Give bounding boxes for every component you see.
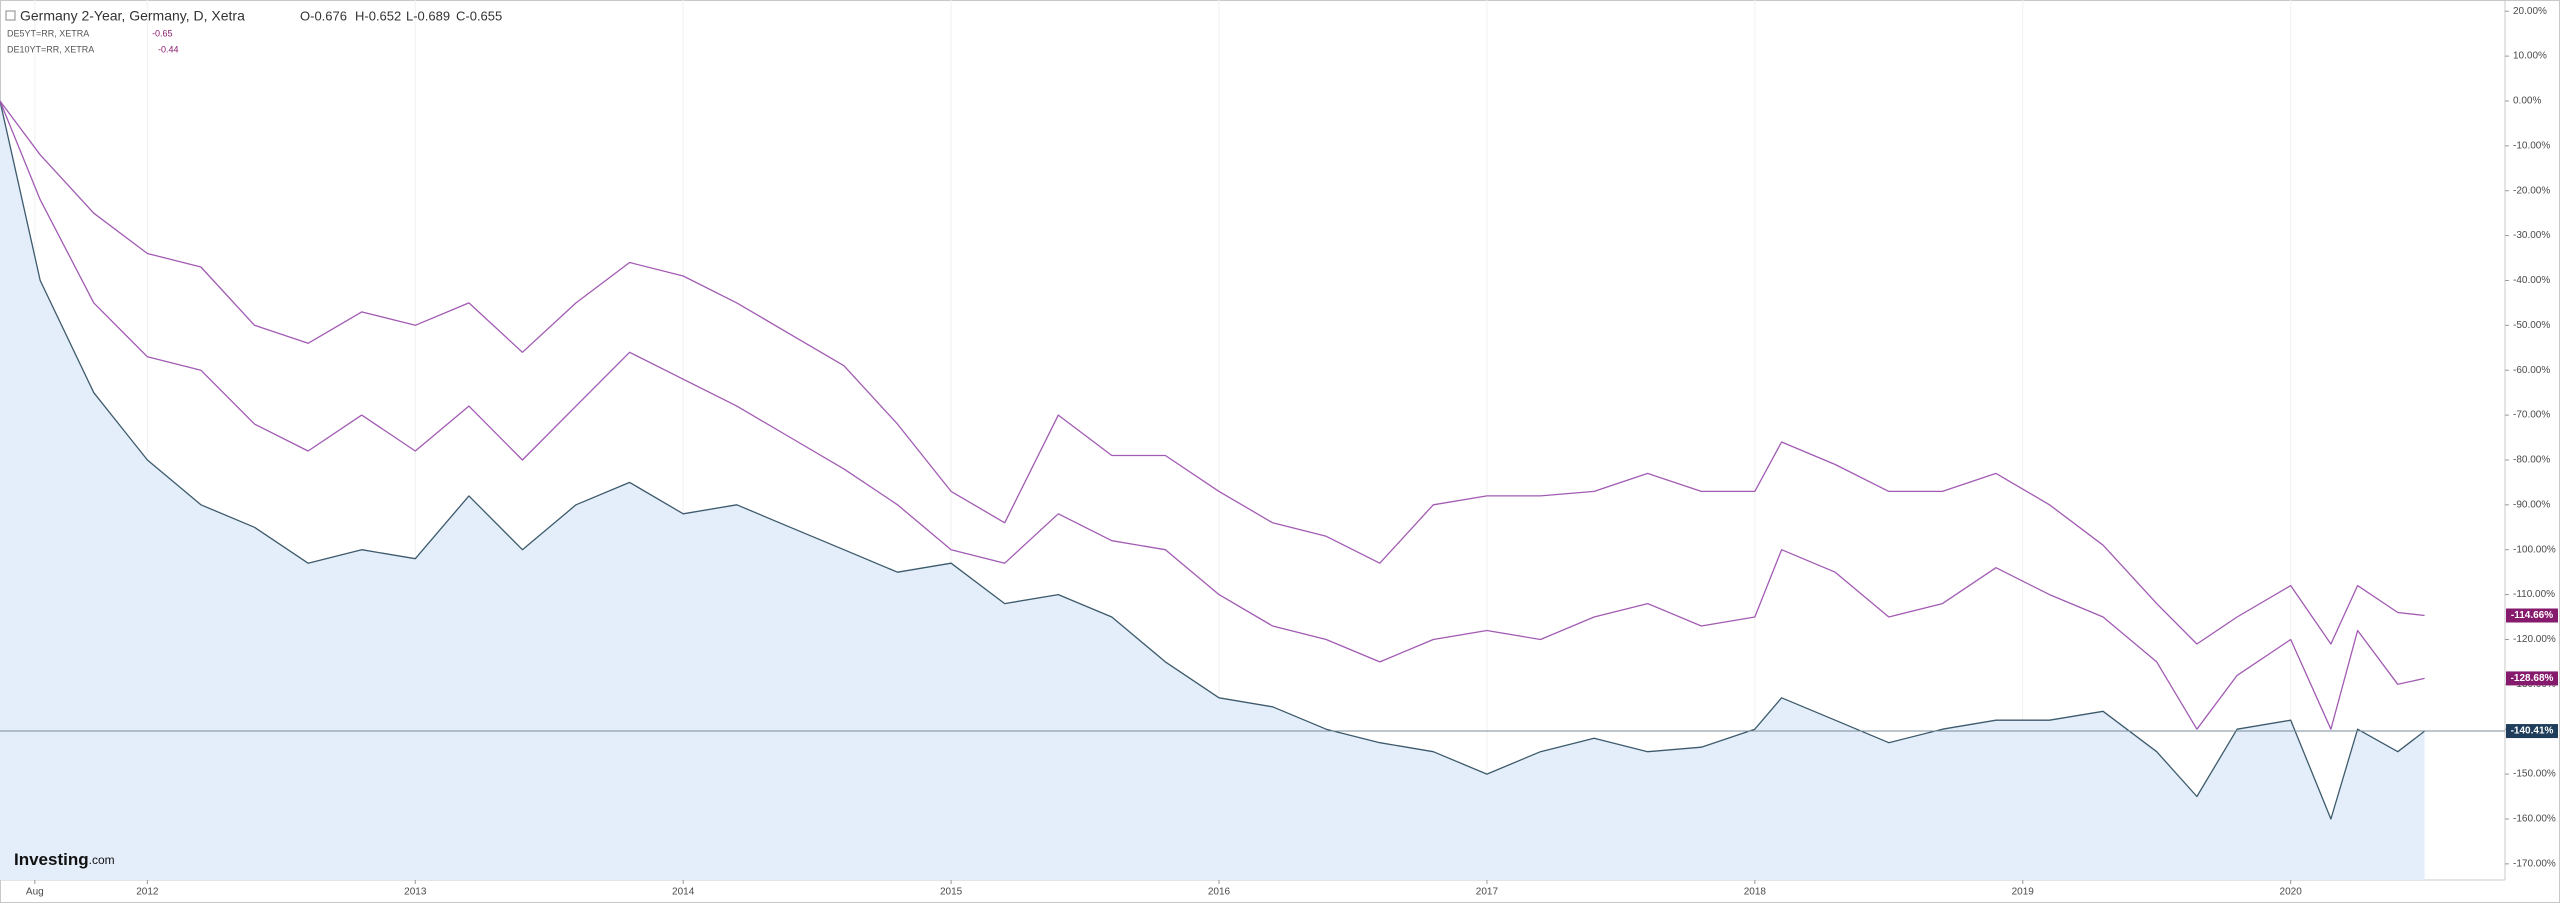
x-tick-label: 2013 xyxy=(404,887,427,898)
y-tick-label: -150.00% xyxy=(2513,769,2556,780)
y-tick-label: 10.00% xyxy=(2513,51,2547,62)
x-tick-label: 2016 xyxy=(1208,887,1231,898)
y-tick-label: 0.00% xyxy=(2513,96,2541,107)
y-tick-label: -20.00% xyxy=(2513,185,2550,196)
y-tick-label: -40.00% xyxy=(2513,275,2550,286)
area xyxy=(0,101,2425,880)
x-tick-label: 2020 xyxy=(2280,887,2303,898)
x-tick-label: 2017 xyxy=(1476,887,1499,898)
y-tick-label: -10.00% xyxy=(2513,140,2550,151)
ohlc-close: C-0.655 xyxy=(456,8,502,23)
line xyxy=(0,100,2425,820)
collapse-icon[interactable] xyxy=(5,10,16,21)
plot xyxy=(0,0,2505,880)
y-tick-label: -30.00% xyxy=(2513,230,2550,241)
x-tick-label: 2014 xyxy=(672,887,695,898)
legend-title: Germany 2-Year, Germany, D, Xetra xyxy=(20,8,245,24)
y-tick-label: -80.00% xyxy=(2513,455,2550,466)
legend-series: DE10YT=RR, XETRA xyxy=(7,44,94,54)
line xyxy=(0,100,2425,645)
legend-last: -0.65 xyxy=(152,28,173,38)
y-tick-label: -60.00% xyxy=(2513,365,2550,376)
ohlc-open: O-0.676 xyxy=(300,8,347,23)
y-tick-label: -160.00% xyxy=(2513,814,2556,825)
x-tick-label: Aug xyxy=(26,887,44,898)
legend-last: -0.44 xyxy=(158,44,179,54)
x-tick-label: 2015 xyxy=(940,887,963,898)
y-tick-label: -170.00% xyxy=(2513,858,2556,869)
x-tick-label: 2019 xyxy=(2012,887,2035,898)
x-tick-label: 2018 xyxy=(1744,887,1767,898)
last-value-badge xyxy=(2506,671,2558,686)
last-value-label: -114.66% xyxy=(2511,610,2553,621)
y-tick-label: 20.00% xyxy=(2513,6,2547,17)
last-value-badge xyxy=(2506,608,2558,623)
last-value-label: -128.68% xyxy=(2511,673,2554,684)
source-name: Investing xyxy=(14,850,89,869)
x-tick-label: 2012 xyxy=(136,887,159,898)
source-logo: Investing.com xyxy=(14,850,115,869)
ohlc-low: L-0.689 xyxy=(406,8,450,23)
legend: Germany 2-Year, Germany, D, Xetra O-0.67… xyxy=(5,8,502,54)
ohlc-high: H-0.652 xyxy=(355,8,401,23)
y-tick-label: -110.00% xyxy=(2513,589,2555,600)
last-value-label: -140.41% xyxy=(2511,726,2554,737)
y-tick-label: -120.00% xyxy=(2513,634,2556,645)
y-tick-label: -70.00% xyxy=(2513,410,2550,421)
legend-series: DE5YT=RR, XETRA xyxy=(7,28,89,38)
y-tick-label: -90.00% xyxy=(2513,499,2550,510)
y-tick-label: -50.00% xyxy=(2513,320,2550,331)
line xyxy=(0,100,2425,730)
source-suffix: .com xyxy=(89,853,115,867)
y-tick-label: -100.00% xyxy=(2513,544,2556,555)
last-value-badge xyxy=(2506,724,2558,739)
